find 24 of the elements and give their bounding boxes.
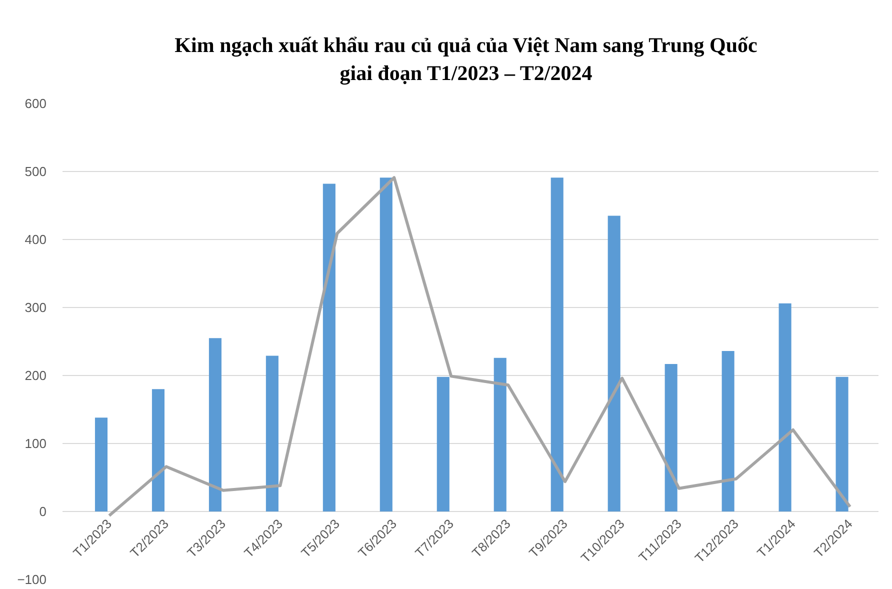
y-tick-label: 100 [24,436,47,451]
bar [608,216,620,512]
bar [266,356,278,512]
bar [322,184,336,512]
line-series [108,176,852,518]
bar [722,351,734,512]
y-tick-label: 500 [24,164,47,179]
y-tick-label: 400 [24,232,47,247]
chart-title: Kim ngạch xuất khẩu rau củ quả của Việt Nam sang Trung Quốc giai đoạn T1/2023 – T2/2024 [174,32,758,87]
y-tick-label: −100 [17,572,47,587]
bar [664,364,678,512]
y-tick-label: 200 [24,368,47,383]
bar [380,178,392,512]
bar [550,178,564,512]
y-tick-label: 0 [39,504,47,519]
bar [94,418,108,512]
bar [436,376,450,512]
bar [494,358,506,512]
bar [152,389,164,512]
bar [208,338,222,512]
bar [778,303,792,512]
bar [836,376,848,512]
y-tick-label: 300 [24,300,47,315]
y-tick-label: 600 [24,96,47,111]
